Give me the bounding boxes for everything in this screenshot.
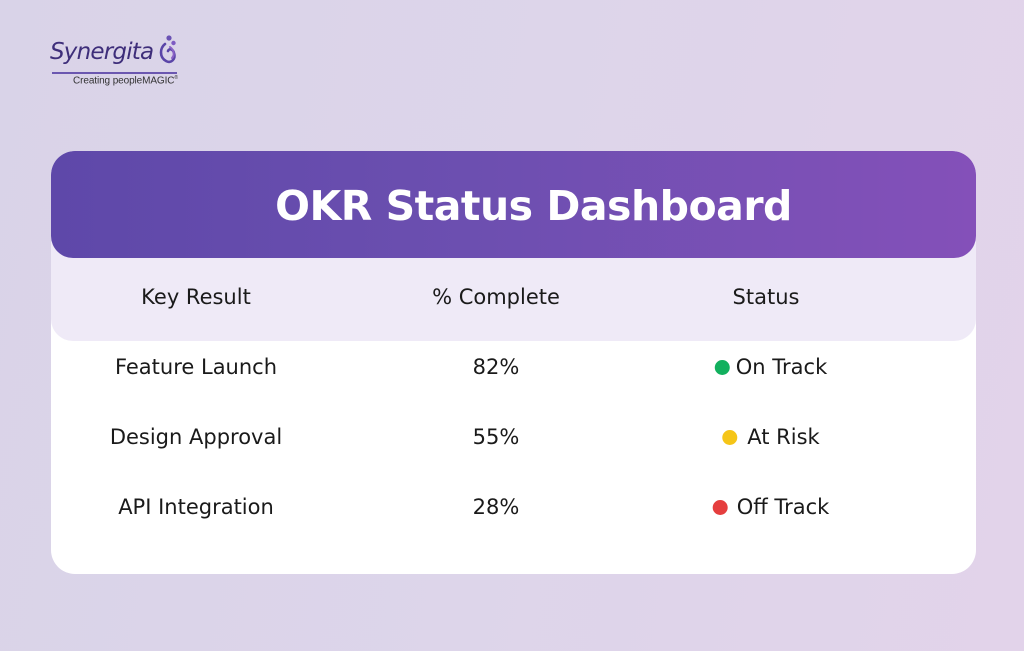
status-cell: On Track xyxy=(714,355,828,379)
status-label: Off Track xyxy=(736,495,830,519)
status-cell: At Risk xyxy=(722,425,820,449)
status-dot-red-icon xyxy=(712,499,728,515)
logo-underline xyxy=(52,72,177,74)
column-header-percent-complete: % Complete xyxy=(432,285,560,309)
logo-wordmark: Synergita xyxy=(50,39,154,65)
key-result-cell: Design Approval xyxy=(109,425,283,449)
status-dot-green-icon xyxy=(714,359,730,375)
column-header-key-result: Key Result xyxy=(141,285,251,309)
column-header-status: Status xyxy=(732,285,800,309)
percent-complete-cell: 28% xyxy=(472,495,520,519)
key-result-cell: Feature Launch xyxy=(114,355,278,379)
key-result-cell: API Integration xyxy=(118,495,274,519)
status-label: At Risk xyxy=(747,425,820,449)
status-dot-yellow-icon xyxy=(722,429,738,445)
percent-complete-cell: 55% xyxy=(472,425,520,449)
status-label: On Track xyxy=(735,355,828,379)
percent-complete-cell: 82% xyxy=(472,355,520,379)
logo-people-icon xyxy=(159,35,176,64)
title-banner: OKR Status Dashboard xyxy=(51,151,976,258)
synergita-logo: Synergita Creating peopleMAGIC® xyxy=(50,33,180,91)
okr-dashboard-card: OKR Status Dashboard Key Result % Comple… xyxy=(51,151,976,574)
logo-tagline: Creating peopleMAGIC® xyxy=(73,75,178,87)
page-title: OKR Status Dashboard xyxy=(275,181,792,230)
status-cell: Off Track xyxy=(712,495,830,519)
